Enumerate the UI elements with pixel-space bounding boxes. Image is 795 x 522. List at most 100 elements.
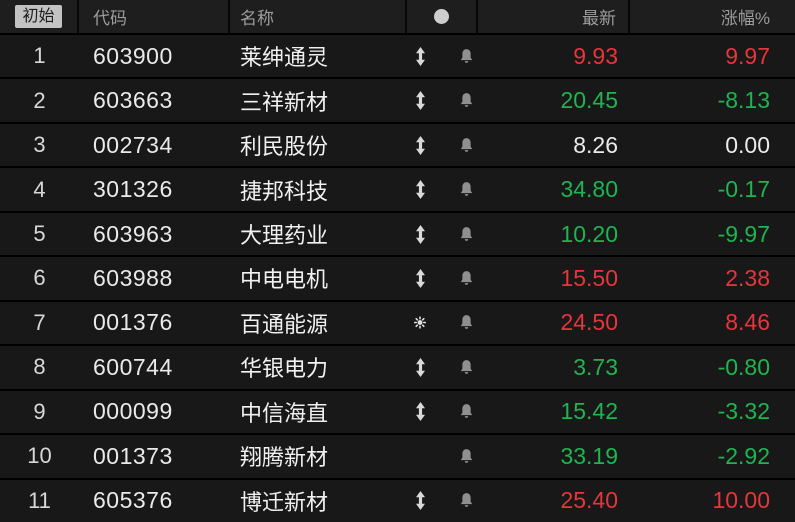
header-cell-code[interactable]: 代码: [79, 0, 230, 33]
stock-code: 600744: [93, 353, 173, 380]
table-row[interactable]: 4 301326 捷邦科技 34.80 -0.17: [0, 168, 795, 211]
updown-arrow-icon: [414, 180, 426, 200]
stock-name: 翔腾新材: [240, 445, 329, 471]
table-row[interactable]: 3 002734 利民股份 8.26 0.00: [0, 123, 795, 167]
updown-arrow-icon: [414, 224, 426, 244]
latest-price: 34.80: [560, 176, 618, 203]
updown-arrow-icon: [414, 402, 426, 422]
bell-icon[interactable]: [457, 448, 475, 465]
stock-code: 603963: [93, 220, 173, 247]
row-icons-cell: [407, 435, 478, 477]
change-percent: 9.97: [725, 42, 770, 69]
table-row[interactable]: 5 603963 大理药业 10.20 -9.97: [0, 212, 795, 256]
change-percent: 2.38: [725, 264, 770, 291]
header-cell-latest[interactable]: 最新: [478, 0, 630, 33]
bell-icon[interactable]: [457, 92, 475, 109]
rank-cell: 3: [33, 132, 46, 158]
bell-icon[interactable]: [457, 137, 475, 154]
rank-cell: 5: [33, 221, 46, 247]
latest-price: 15.50: [560, 264, 618, 291]
stock-name: 华银电力: [240, 356, 329, 382]
header-cell-indicator: [407, 0, 478, 33]
bell-icon[interactable]: [457, 48, 475, 65]
header-cell-rank: 初始: [0, 0, 79, 33]
rank-cell: 10: [27, 443, 52, 469]
stock-code: 301326: [93, 176, 173, 203]
rank-cell: 6: [33, 265, 46, 291]
table-row[interactable]: 11 605376 博迁新材 25.40 10.00: [0, 479, 795, 522]
bell-icon[interactable]: [457, 359, 475, 376]
bell-icon[interactable]: [457, 314, 475, 331]
table-row[interactable]: 7 001376 百通能源 24.50 8.46: [0, 301, 795, 345]
bell-icon[interactable]: [457, 226, 475, 243]
row-icons-cell: [407, 346, 478, 388]
row-icons-cell: [407, 35, 478, 77]
code-column-label: 代码: [93, 9, 127, 28]
table-row[interactable]: 1 603900 莱绅通灵 9.93 9.97: [0, 35, 795, 78]
rank-cell: 1: [33, 43, 46, 69]
stock-name: 捷邦科技: [240, 178, 329, 204]
change-percent: 8.46: [725, 309, 770, 336]
row-icons-cell: [407, 168, 478, 210]
change-percent: -8.13: [717, 87, 770, 114]
stock-name: 百通能源: [240, 311, 329, 337]
stock-name: 博迁新材: [240, 489, 329, 515]
change-percent: -3.32: [717, 398, 770, 425]
stock-code: 603900: [93, 42, 173, 69]
change-percent: 0.00: [725, 131, 770, 158]
stock-code: 603663: [93, 87, 173, 114]
bell-icon[interactable]: [457, 492, 475, 509]
name-column-label: 名称: [240, 9, 274, 28]
latest-price: 25.40: [560, 487, 618, 514]
updown-arrow-icon: [414, 91, 426, 111]
table-row[interactable]: 8 600744 华银电力 3.73 -0.80: [0, 346, 795, 389]
latest-price: 8.26: [573, 131, 618, 158]
updown-arrow-icon: [414, 491, 426, 511]
latest-price: 15.42: [560, 398, 618, 425]
bell-icon[interactable]: [457, 270, 475, 287]
latest-price: 20.45: [560, 87, 618, 114]
change-percent: -2.92: [717, 442, 770, 469]
rank-cell: 4: [33, 176, 46, 202]
row-icons-cell: [407, 213, 478, 255]
stock-code: 002734: [93, 131, 173, 158]
stock-code: 001376: [93, 309, 173, 336]
stock-code: 000099: [93, 398, 173, 425]
rank-cell: 7: [33, 309, 46, 335]
latest-price: 3.73: [573, 353, 618, 380]
stock-name: 中电电机: [240, 267, 329, 293]
change-percent: 10.00: [712, 487, 770, 514]
stock-name: 中信海直: [240, 400, 329, 426]
bell-icon[interactable]: [457, 181, 475, 198]
row-icons-cell: [407, 302, 478, 344]
header-cell-change-pct[interactable]: 涨幅%: [630, 0, 795, 33]
latest-price: 9.93: [573, 42, 618, 69]
change-pct-column-label: 涨幅%: [720, 9, 770, 28]
stock-code: 605376: [93, 487, 173, 514]
initial-sort-button[interactable]: 初始: [15, 5, 62, 28]
row-icons-cell: [407, 391, 478, 433]
table-header: 初始 代码 名称 最新 涨幅%: [0, 0, 795, 33]
bell-icon[interactable]: [457, 403, 475, 420]
stock-code: 001373: [93, 442, 173, 469]
updown-arrow-icon: [414, 46, 426, 66]
table-row[interactable]: 6 603988 中电电机 15.50 2.38: [0, 257, 795, 300]
rank-cell: 2: [33, 87, 46, 113]
updown-arrow-icon: [414, 268, 426, 288]
change-percent: -0.80: [717, 353, 770, 380]
table-row[interactable]: 9 000099 中信海直 15.42 -3.32: [0, 390, 795, 434]
updown-arrow-icon: [414, 135, 426, 155]
table-row[interactable]: 2 603663 三祥新材 20.45 -8.13: [0, 79, 795, 122]
rank-cell: 9: [33, 398, 46, 424]
table-row[interactable]: 10 001373 翔腾新材 33.19 -2.92: [0, 435, 795, 478]
stock-name: 三祥新材: [240, 89, 329, 115]
latest-price: 10.20: [560, 220, 618, 247]
rank-cell: 11: [28, 487, 51, 513]
latest-price: 33.19: [560, 442, 618, 469]
dot-icon: [434, 9, 449, 24]
header-cell-name[interactable]: 名称: [230, 0, 407, 33]
row-icons-cell: [407, 124, 478, 166]
latest-column-label: 最新: [582, 9, 616, 28]
change-percent: -9.97: [717, 220, 770, 247]
